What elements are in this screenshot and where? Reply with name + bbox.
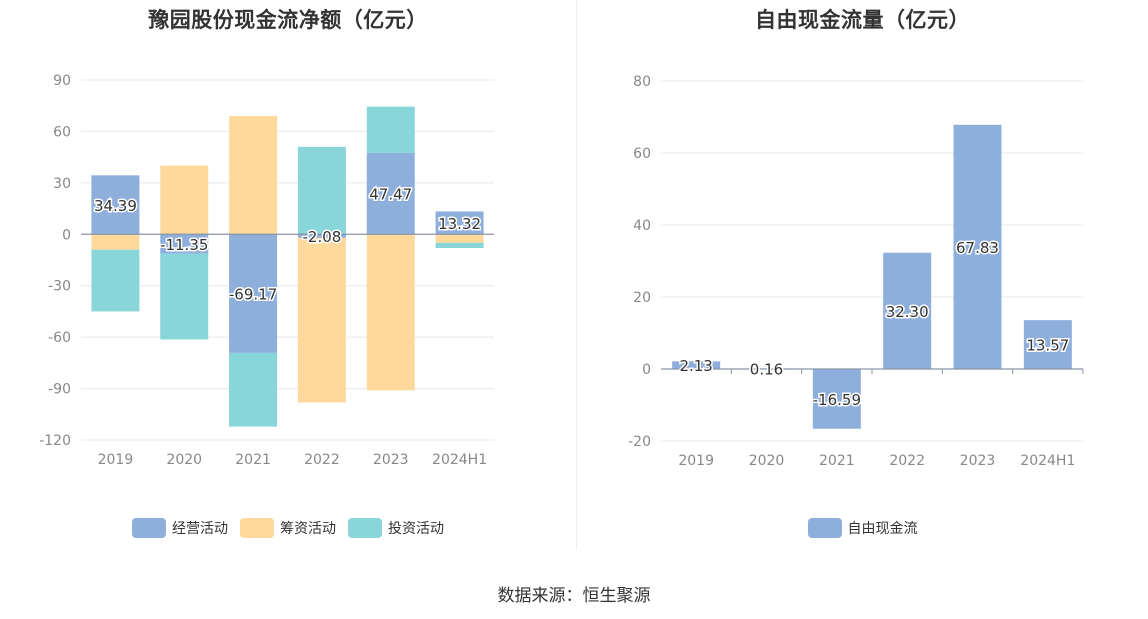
x-tick-label: 2023 [373,452,409,468]
x-tick-label: 2021 [235,452,271,468]
x-tick-label: 2019 [98,452,134,468]
chart-title: 自由现金流量（亿元） [755,8,970,32]
y-tick-label: 90 [53,73,71,89]
chart-legend: 经营活动 筹资活动 投资活动 [0,518,576,538]
x-tick-label: 2024H1 [1020,453,1075,469]
x-tick-label: 2022 [304,452,340,468]
bar [297,234,346,238]
y-tick-label: -60 [48,330,71,346]
x-tick-label: 2023 [960,453,996,469]
panel-divider [576,0,577,550]
bar [1023,320,1072,369]
y-tick-label: -120 [39,433,71,449]
data-label: -11.35 [160,236,208,254]
legend-swatch [132,518,166,538]
bar [435,211,484,235]
legend-item[interactable]: 经营活动 [132,518,228,538]
legend-label: 筹资活动 [280,521,336,537]
legend-swatch [348,518,382,538]
y-tick-label: 40 [633,218,651,234]
bar [366,106,415,153]
y-tick-label: 20 [633,290,651,306]
bar [91,249,140,312]
y-tick-label: -30 [48,279,71,295]
y-tick-label: -20 [628,434,651,450]
legend-label: 经营活动 [172,521,228,537]
legend-swatch [240,518,274,538]
bar [366,152,415,235]
legend-item[interactable]: 筹资活动 [240,518,336,538]
x-tick-label: 2019 [678,453,714,469]
bar [366,234,415,391]
x-tick-label: 2020 [166,452,202,468]
data-label: 34.39 [94,197,137,215]
data-source-note: 数据来源：恒生聚源 [497,586,651,606]
legend-label: 自由现金流 [847,521,918,537]
bar [160,234,209,254]
x-tick-label: 2020 [749,453,785,469]
free-cash-flow-chart-panel: 自由现金流量（亿元） 80 60 40 20 0 -20 2.13 0.16 -16.59 32.… [577,0,1148,550]
cash-flow-chart: 90 60 30 0 -30 -60 -90 -120 34.39 -11.35 -69.17 -2.… [39,73,494,468]
bar [229,234,278,353]
data-label: -2.08 [303,228,342,246]
cash-flow-chart-panel: 豫园股份现金流净额（亿元） 90 60 30 0 -30 -60 -90 -120 34.39 -… [0,0,576,550]
y-tick-label: 30 [53,176,71,192]
x-tick-label: 2021 [819,453,855,469]
data-label: 13.57 [1026,337,1069,355]
bar [812,369,861,429]
bar [91,234,140,250]
chart-title: 豫园股份现金流净额（亿元） [148,8,428,32]
bar [229,116,278,235]
data-label: 67.83 [956,239,999,257]
bar [953,124,1002,369]
data-label: 47.47 [369,186,412,204]
bar [229,352,278,427]
bar [435,234,484,243]
free-cash-flow-chart: 80 60 40 20 0 -20 2.13 0.16 -16.59 32.30 67.83 13.5… [628,74,1084,469]
y-tick-label: 60 [633,146,651,162]
bar [672,361,721,369]
legend-swatch [807,518,842,538]
y-tick-label: 60 [53,124,71,140]
data-label: -16.59 [813,391,861,409]
y-tick-label: 80 [633,74,651,90]
bar [883,252,932,369]
x-tick-label: 2024H1 [432,452,487,468]
bar [297,146,346,235]
chart-legend: 自由现金流 [577,518,1148,538]
data-label: 0.16 [750,361,783,379]
data-label: 13.32 [438,215,481,233]
y-tick-label: 0 [642,362,651,378]
bar [160,165,209,235]
legend-label: 投资活动 [388,521,444,537]
legend-item[interactable]: 自由现金流 [807,518,918,538]
bar [91,175,140,235]
y-tick-label: 0 [62,227,71,243]
x-tick-label: 2022 [889,453,925,469]
data-label: 2.13 [679,357,712,375]
bar [160,253,209,340]
data-label: 32.30 [886,303,929,321]
legend-item[interactable]: 投资活动 [348,518,444,538]
y-tick-label: -90 [48,382,71,398]
data-label: -69.17 [229,286,277,304]
bar [435,242,484,248]
bar [297,237,346,403]
